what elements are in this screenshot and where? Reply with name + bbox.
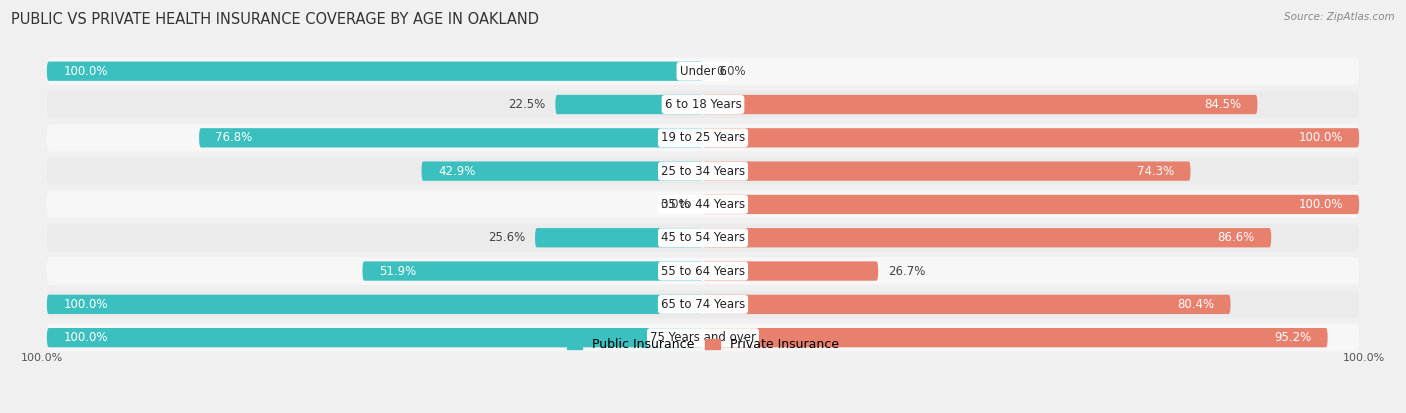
Text: 100.0%: 100.0% [21, 353, 63, 363]
Text: 86.6%: 86.6% [1218, 231, 1254, 244]
FancyBboxPatch shape [46, 91, 1360, 118]
FancyBboxPatch shape [46, 328, 703, 347]
FancyBboxPatch shape [46, 291, 1360, 318]
Text: 42.9%: 42.9% [437, 165, 475, 178]
Text: 84.5%: 84.5% [1204, 98, 1241, 111]
Text: 0.0%: 0.0% [716, 65, 745, 78]
FancyBboxPatch shape [555, 95, 703, 114]
Text: 25.6%: 25.6% [488, 231, 526, 244]
FancyBboxPatch shape [703, 261, 879, 281]
FancyBboxPatch shape [422, 161, 703, 181]
FancyBboxPatch shape [703, 95, 1257, 114]
FancyBboxPatch shape [200, 128, 703, 147]
FancyBboxPatch shape [46, 257, 1360, 285]
Text: 25 to 34 Years: 25 to 34 Years [661, 165, 745, 178]
Text: 100.0%: 100.0% [1343, 353, 1385, 363]
FancyBboxPatch shape [46, 62, 703, 81]
Text: 45 to 54 Years: 45 to 54 Years [661, 231, 745, 244]
Text: 95.2%: 95.2% [1274, 331, 1312, 344]
Text: 19 to 25 Years: 19 to 25 Years [661, 131, 745, 144]
FancyBboxPatch shape [46, 324, 1360, 351]
Text: 6 to 18 Years: 6 to 18 Years [665, 98, 741, 111]
Text: 26.7%: 26.7% [889, 265, 925, 278]
FancyBboxPatch shape [46, 157, 1360, 185]
Text: 75 Years and over: 75 Years and over [650, 331, 756, 344]
FancyBboxPatch shape [46, 124, 1360, 152]
FancyBboxPatch shape [703, 195, 1360, 214]
Text: Source: ZipAtlas.com: Source: ZipAtlas.com [1284, 12, 1395, 22]
Text: 76.8%: 76.8% [215, 131, 253, 144]
FancyBboxPatch shape [703, 161, 1191, 181]
Text: 100.0%: 100.0% [63, 65, 108, 78]
Text: 100.0%: 100.0% [1298, 198, 1343, 211]
Text: 65 to 74 Years: 65 to 74 Years [661, 298, 745, 311]
Text: Under 6: Under 6 [679, 65, 727, 78]
Text: 100.0%: 100.0% [63, 298, 108, 311]
Text: 22.5%: 22.5% [509, 98, 546, 111]
Text: 100.0%: 100.0% [1298, 131, 1343, 144]
FancyBboxPatch shape [703, 295, 1230, 314]
Text: 100.0%: 100.0% [63, 331, 108, 344]
Text: 35 to 44 Years: 35 to 44 Years [661, 198, 745, 211]
FancyBboxPatch shape [363, 261, 703, 281]
Text: PUBLIC VS PRIVATE HEALTH INSURANCE COVERAGE BY AGE IN OAKLAND: PUBLIC VS PRIVATE HEALTH INSURANCE COVER… [11, 12, 540, 27]
Text: 55 to 64 Years: 55 to 64 Years [661, 265, 745, 278]
FancyBboxPatch shape [46, 191, 1360, 218]
Text: 80.4%: 80.4% [1177, 298, 1215, 311]
FancyBboxPatch shape [46, 295, 703, 314]
FancyBboxPatch shape [46, 57, 1360, 85]
FancyBboxPatch shape [46, 224, 1360, 252]
Legend: Public Insurance, Private Insurance: Public Insurance, Private Insurance [562, 333, 844, 356]
FancyBboxPatch shape [703, 128, 1360, 147]
Text: 51.9%: 51.9% [378, 265, 416, 278]
FancyBboxPatch shape [703, 328, 1327, 347]
Text: 0.0%: 0.0% [661, 198, 690, 211]
FancyBboxPatch shape [536, 228, 703, 247]
Text: 74.3%: 74.3% [1137, 165, 1174, 178]
FancyBboxPatch shape [703, 228, 1271, 247]
